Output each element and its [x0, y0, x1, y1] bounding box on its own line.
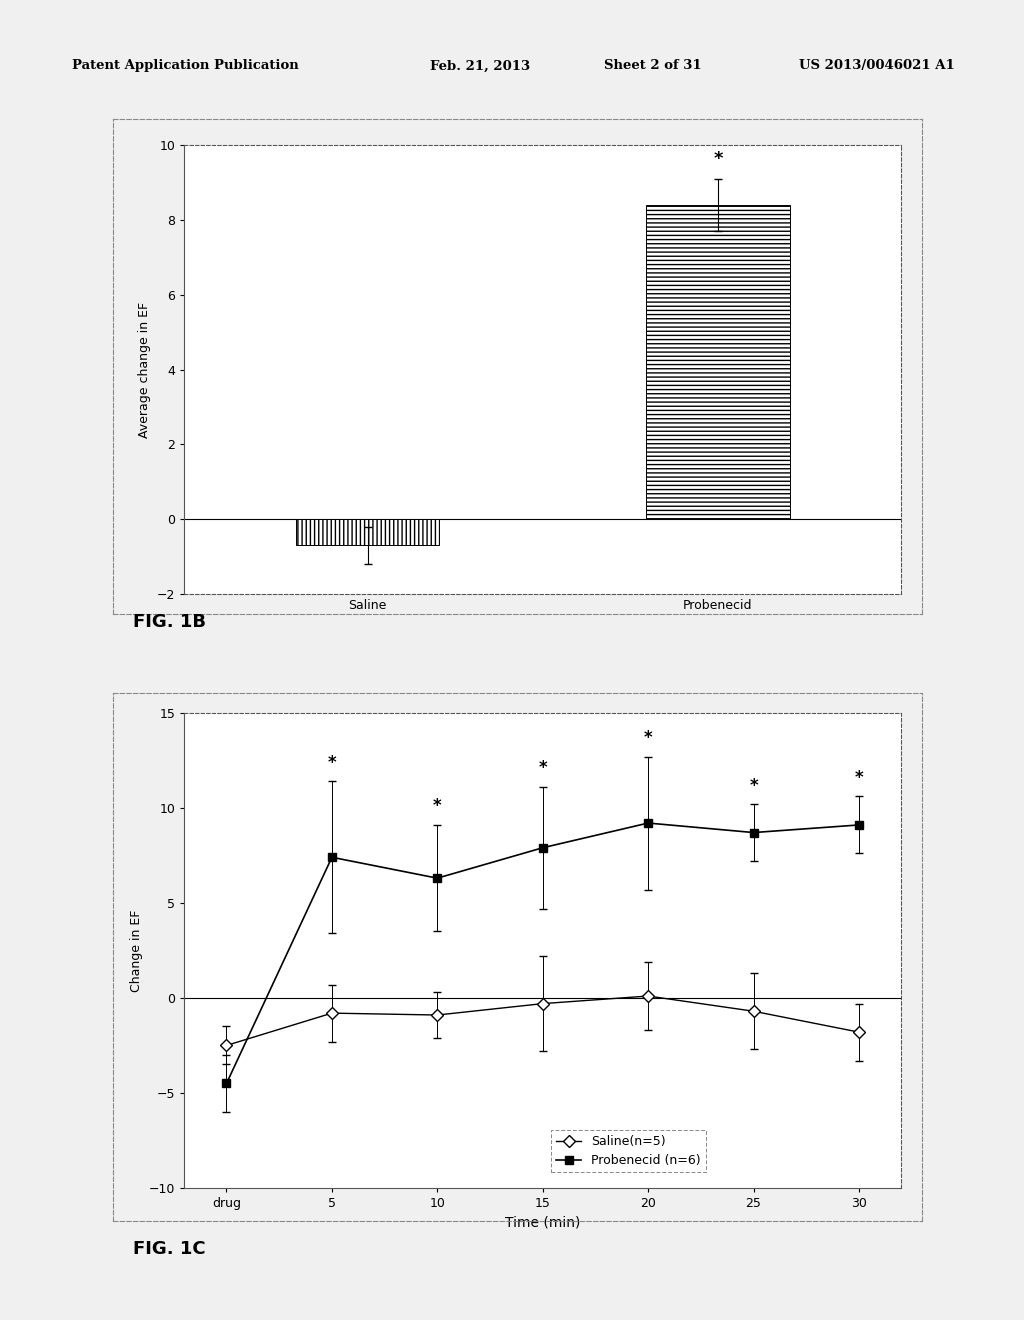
X-axis label: Time (min): Time (min): [505, 1216, 581, 1230]
Text: *: *: [750, 776, 758, 795]
Legend: Saline(n=5), Probenecid (n=6): Saline(n=5), Probenecid (n=6): [551, 1130, 707, 1172]
Text: FIG. 1C: FIG. 1C: [133, 1239, 206, 1258]
Text: *: *: [855, 770, 863, 787]
Text: US 2013/0046021 A1: US 2013/0046021 A1: [799, 59, 954, 73]
Bar: [296, 519, 439, 545]
Text: Sheet 2 of 31: Sheet 2 of 31: [604, 59, 701, 73]
Text: Patent Application Publication: Patent Application Publication: [72, 59, 298, 73]
Text: *: *: [713, 149, 723, 168]
Text: Feb. 21, 2013: Feb. 21, 2013: [430, 59, 530, 73]
Text: *: *: [644, 729, 652, 747]
Text: *: *: [328, 754, 336, 772]
Bar: [646, 205, 790, 519]
Y-axis label: Average change in EF: Average change in EF: [138, 301, 152, 438]
Text: FIG. 1B: FIG. 1B: [133, 612, 206, 631]
Text: *: *: [539, 759, 547, 777]
Y-axis label: Change in EF: Change in EF: [130, 909, 143, 991]
Text: *: *: [433, 797, 441, 816]
